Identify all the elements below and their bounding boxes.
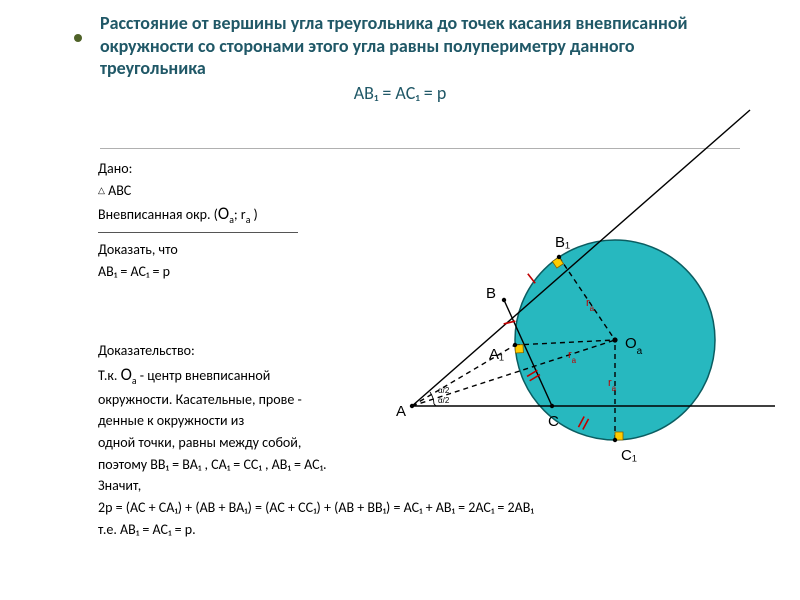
proof-l7: 2p = (AC + CA₁) + (AB + BA₁) = (AC + CC₁…: [98, 497, 758, 519]
svg-text:α/2: α/2: [438, 386, 450, 395]
svg-text:α/2: α/2: [438, 396, 450, 405]
title-equation: AB₁ = AC₁ = p: [100, 82, 700, 105]
title: Расстояние от вершины угла треугольника …: [100, 12, 700, 104]
svg-text:B: B: [486, 285, 496, 302]
svg-text:A₁: A₁: [489, 346, 504, 363]
diagram: α/2α/2rararaABB₁ОaA₁CC₁: [320, 190, 780, 500]
svg-text:C: C: [548, 413, 559, 430]
title-text: Расстояние от вершины угла треугольника …: [100, 12, 688, 79]
diagram-svg: α/2α/2rararaABB₁ОaA₁CC₁: [320, 190, 780, 500]
proof-l8: т.е. AB₁ = AC₁ = p.: [98, 519, 758, 541]
svg-text:A: A: [396, 403, 406, 420]
given-header: Дано:: [98, 158, 398, 180]
title-rule: [100, 148, 740, 149]
bullet-dot: [74, 34, 82, 42]
slide: Расстояние от вершины угла треугольника …: [0, 0, 800, 600]
svg-text:C₁: C₁: [621, 447, 637, 464]
given-rule: [98, 232, 298, 233]
svg-text:B₁: B₁: [555, 234, 570, 251]
